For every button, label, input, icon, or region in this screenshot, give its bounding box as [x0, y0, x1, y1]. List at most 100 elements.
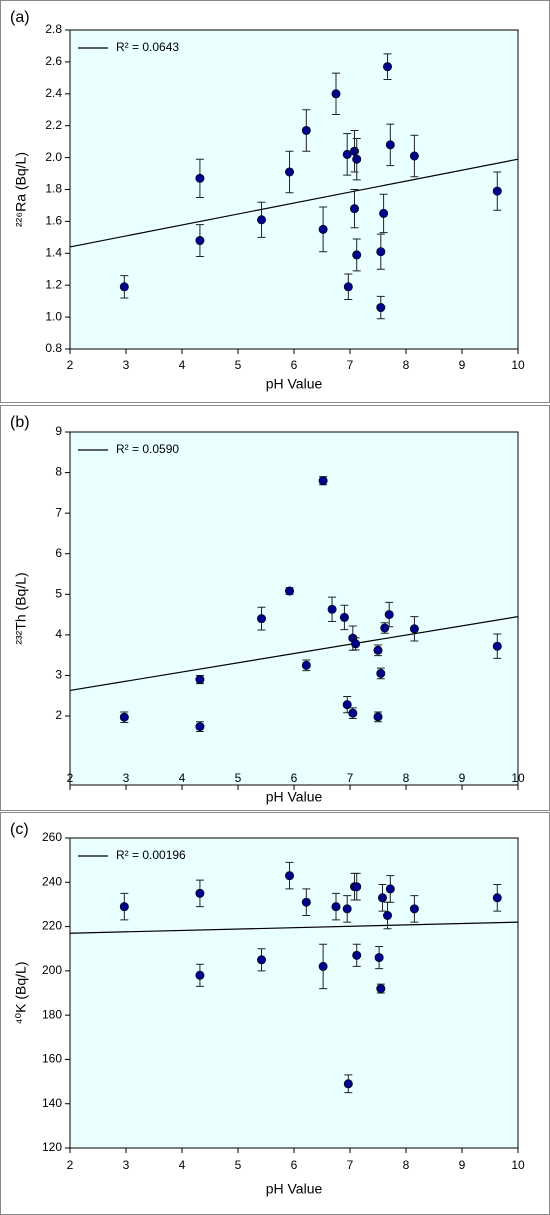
fit-line [69, 921, 519, 934]
data-point [195, 888, 205, 898]
y-axis-label: ⁴⁰K (Bq/L) [13, 962, 29, 1025]
x-tick-label: 2 [67, 771, 74, 785]
data-point [349, 146, 359, 156]
data-point [318, 476, 328, 486]
y-tick-label: 1.4 [45, 245, 62, 259]
fit-line [69, 616, 519, 692]
x-axis-label: pH Value [266, 789, 323, 805]
data-point [373, 645, 383, 655]
x-tick-label: 3 [123, 1158, 130, 1172]
data-point [409, 904, 419, 914]
x-tick-label: 6 [291, 1158, 298, 1172]
data-point [195, 236, 205, 246]
y-tick-label: 2.8 [45, 22, 62, 36]
data-point [285, 871, 295, 881]
y-tick-label: 7 [55, 505, 62, 519]
data-point [352, 250, 362, 260]
y-tick-label: 180 [42, 1007, 62, 1021]
x-tick-label: 4 [179, 771, 186, 785]
y-tick-label: 0.8 [45, 341, 62, 355]
panel-label: (c) [10, 821, 29, 838]
data-point [383, 62, 393, 72]
data-point [376, 984, 386, 994]
data-point [377, 893, 387, 903]
x-tick-label: 8 [403, 358, 410, 372]
y-tick-label: 1.0 [45, 309, 62, 323]
x-tick-label: 8 [403, 1158, 410, 1172]
x-tick-label: 5 [235, 771, 242, 785]
data-point [343, 282, 353, 292]
y-tick-label: 120 [42, 1140, 62, 1154]
y-tick-label: 2 [55, 708, 62, 722]
x-tick-label: 10 [511, 771, 525, 785]
x-tick-label: 3 [123, 358, 130, 372]
data-point [119, 902, 129, 912]
data-point [301, 897, 311, 907]
data-point [379, 208, 389, 218]
legend-label: R² = 0.0643 [116, 40, 179, 54]
data-point [327, 604, 337, 614]
data-point [257, 614, 267, 624]
data-point [285, 167, 295, 177]
data-point [119, 282, 129, 292]
data-point [385, 884, 395, 894]
data-point [384, 610, 394, 620]
panel-label: (a) [10, 9, 30, 26]
data-point [383, 910, 393, 920]
data-point [385, 140, 395, 150]
y-tick-label: 6 [55, 546, 62, 560]
data-point [342, 700, 352, 710]
plot-area [69, 431, 519, 786]
panel-label: (b) [10, 414, 30, 431]
y-tick-label: 1.8 [45, 182, 62, 196]
y-tick-label: 5 [55, 586, 62, 600]
y-tick-label: 1.2 [45, 277, 62, 291]
data-point [318, 224, 328, 234]
y-tick-label: 2.2 [45, 118, 62, 132]
data-point [301, 660, 311, 670]
x-tick-label: 9 [459, 1158, 466, 1172]
y-tick-label: 2.0 [45, 150, 62, 164]
y-tick-label: 140 [42, 1096, 62, 1110]
x-tick-label: 4 [179, 358, 186, 372]
x-tick-label: 7 [347, 1158, 354, 1172]
data-point [380, 623, 390, 633]
y-axis-label: ²²⁶Ra (Bq/L) [13, 152, 29, 227]
x-tick-label: 4 [179, 1158, 186, 1172]
data-point [376, 303, 386, 313]
data-point [339, 612, 349, 622]
x-tick-label: 6 [291, 771, 298, 785]
x-tick-label: 2 [67, 1158, 74, 1172]
data-point [351, 639, 361, 649]
data-point [348, 708, 358, 718]
x-tick-label: 2 [67, 358, 74, 372]
x-axis-label: pH Value [266, 376, 323, 392]
legend-label: R² = 0.00196 [116, 848, 186, 862]
data-point [119, 712, 129, 722]
x-tick-label: 10 [511, 358, 525, 372]
data-point [257, 215, 267, 225]
y-tick-label: 9 [55, 424, 62, 438]
data-point [195, 722, 205, 732]
x-tick-label: 3 [123, 771, 130, 785]
x-tick-label: 9 [459, 358, 466, 372]
x-axis-label: pH Value [266, 1181, 323, 1197]
data-point [195, 173, 205, 183]
y-tick-label: 220 [42, 919, 62, 933]
plot-area [69, 29, 519, 350]
data-point [492, 641, 502, 651]
data-point [376, 247, 386, 257]
y-tick-label: 260 [42, 830, 62, 844]
x-tick-label: 10 [511, 1158, 525, 1172]
data-point [374, 953, 384, 963]
y-tick-label: 3 [55, 668, 62, 682]
x-tick-label: 7 [347, 771, 354, 785]
data-point [257, 955, 267, 965]
y-tick-label: 4 [55, 627, 62, 641]
data-point [409, 624, 419, 634]
y-tick-label: 2.4 [45, 86, 62, 100]
y-tick-label: 8 [55, 465, 62, 479]
data-point [352, 154, 362, 164]
data-point [318, 961, 328, 971]
